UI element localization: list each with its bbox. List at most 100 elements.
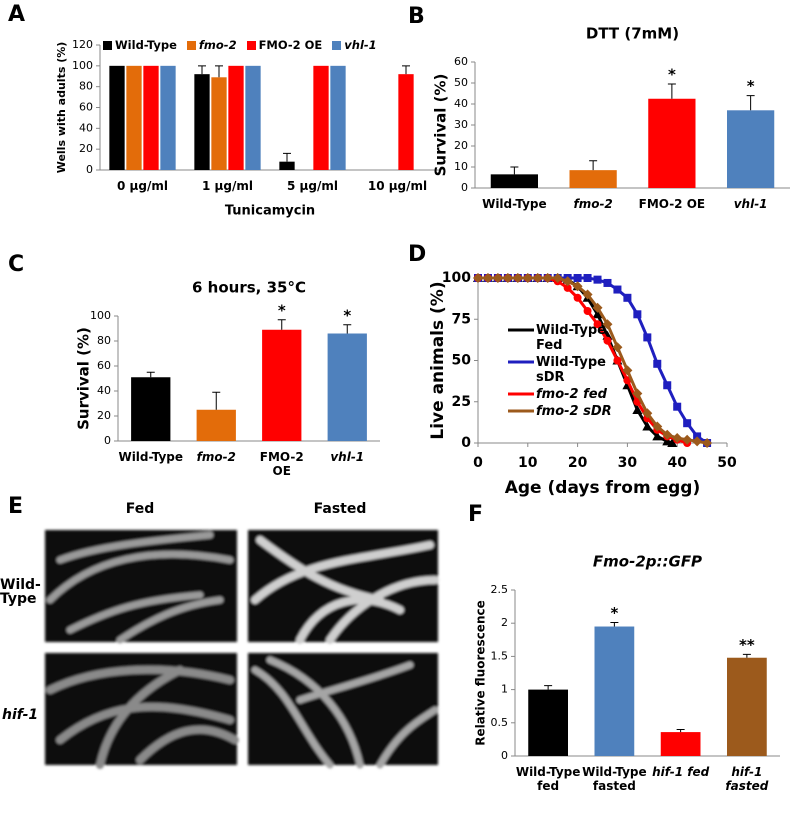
- point: [613, 356, 622, 365]
- point: [473, 273, 483, 283]
- bar: [594, 626, 635, 756]
- worms-hif-fed: [46, 665, 239, 769]
- y-tick-label: 0: [104, 434, 111, 447]
- bar: [143, 65, 159, 170]
- error-bar: [667, 83, 676, 99]
- point: [622, 365, 633, 376]
- point: [492, 273, 503, 283]
- y-tick-label: 40: [79, 121, 93, 134]
- y-tick-label: 30: [454, 118, 468, 131]
- bar: [727, 110, 775, 188]
- legend-label: Wild-Type sDR: [536, 355, 606, 385]
- point: [592, 309, 603, 319]
- bar: [109, 65, 125, 170]
- point: [642, 408, 653, 419]
- error-bar: [610, 622, 619, 627]
- legend-swatch: [186, 40, 196, 50]
- legend-label: Wild-Type: [115, 38, 177, 52]
- column-label: Fasted: [313, 501, 367, 517]
- bar: [160, 65, 176, 170]
- point: [572, 281, 583, 292]
- bar: [490, 174, 538, 188]
- y-tick-label: 40: [454, 97, 468, 110]
- point: [532, 273, 543, 283]
- point: [542, 273, 553, 283]
- bar: [262, 329, 302, 441]
- point: [573, 293, 582, 302]
- legend-label: FMO-2 OE: [258, 38, 323, 52]
- y-tick-label: 1.5: [491, 649, 509, 662]
- point: [683, 419, 692, 428]
- y-tick-label: 20: [454, 139, 468, 152]
- y-tick-label: 100: [72, 59, 93, 72]
- y-tick-label: 100: [90, 309, 111, 322]
- y-tick-label: 75: [452, 311, 471, 327]
- panel-label: A: [8, 2, 26, 27]
- point: [652, 431, 663, 441]
- point: [583, 307, 592, 315]
- legend-item: vhl-1: [332, 38, 377, 52]
- legend-swatch: [103, 40, 112, 50]
- y-axis-label: Relative fluorescence: [474, 600, 488, 746]
- y-tick-label: 2.5: [491, 583, 509, 596]
- legend-symbol: [508, 328, 534, 332]
- error-bar: [198, 65, 206, 75]
- panel-label: F: [468, 502, 484, 527]
- point: [632, 388, 643, 399]
- panel-label: E: [8, 494, 24, 519]
- point: [592, 302, 603, 313]
- error-bar: [402, 65, 410, 75]
- y-axis-label: Survival (%): [432, 74, 450, 177]
- bar: [131, 377, 171, 441]
- panel-label: B: [408, 4, 425, 29]
- x-tick-label: FMO-2 OE: [259, 450, 304, 478]
- error-bar: [215, 65, 223, 78]
- point: [692, 436, 703, 447]
- error-bar: [146, 371, 155, 378]
- bar: [194, 74, 210, 170]
- legend-label: fmo-2: [198, 38, 237, 52]
- point: [502, 273, 513, 283]
- error-bar: [277, 319, 286, 330]
- point: [603, 336, 612, 345]
- point: [522, 273, 533, 283]
- legend-item: fmo-2 sDR: [508, 404, 618, 419]
- bar: [398, 74, 414, 170]
- x-tick-label: 0 µg/ml: [117, 179, 168, 193]
- point: [573, 274, 582, 282]
- bar: [648, 98, 696, 188]
- x-tick-label: 5 µg/ml: [287, 179, 338, 193]
- bar: [569, 170, 617, 188]
- x-axis-label: Tunicamycin: [225, 204, 315, 219]
- point: [642, 421, 653, 431]
- point: [672, 433, 683, 444]
- y-tick-label: 60: [79, 101, 93, 114]
- legend-label: vhl-1: [344, 38, 377, 52]
- y-tick-label: 0: [461, 181, 468, 194]
- x-tick-label: Wild-Type: [482, 197, 547, 211]
- worms-wt-fed: [46, 531, 234, 644]
- point: [702, 438, 713, 448]
- point: [633, 310, 642, 319]
- point: [662, 429, 673, 440]
- x-tick-label: 0: [473, 455, 483, 471]
- legend: Wild-Type fmo-2 FMO-2 OE vhl-1: [103, 38, 377, 52]
- y-tick-label: 0.5: [491, 716, 509, 729]
- y-tick-label: 0: [86, 163, 93, 176]
- x-tick-label: 1 µg/ml: [202, 179, 253, 193]
- legend-swatch: [332, 40, 342, 50]
- y-tick-label: 2: [501, 616, 508, 629]
- bar: [245, 65, 261, 170]
- x-tick-label: fmo-2: [196, 450, 236, 464]
- y-tick-label: 60: [454, 55, 468, 68]
- point: [593, 275, 602, 284]
- x-tick-label: 30: [618, 455, 638, 471]
- y-tick-label: 10: [454, 160, 468, 173]
- x-tick-label: Wild-Type fed: [515, 765, 581, 793]
- point: [623, 293, 632, 302]
- x-tick-label: vhl-1: [330, 450, 365, 464]
- y-tick-label: 100: [442, 270, 471, 286]
- bar: [327, 333, 367, 441]
